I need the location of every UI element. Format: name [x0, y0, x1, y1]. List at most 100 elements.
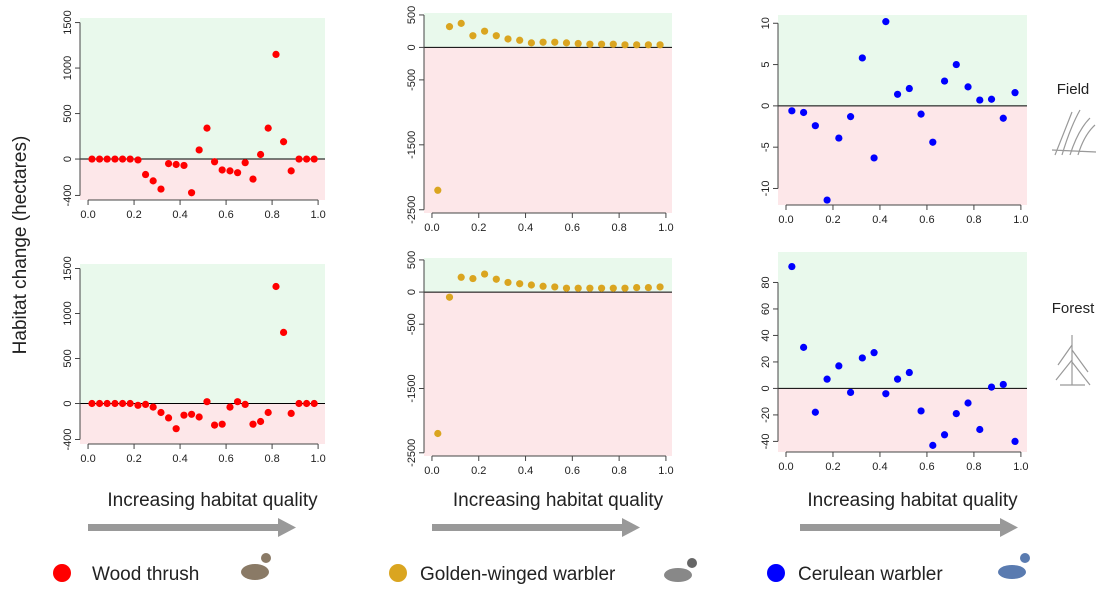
data-point: [835, 134, 842, 141]
data-point: [823, 196, 830, 203]
data-point: [142, 401, 149, 408]
y-tick-label: -2500: [406, 196, 418, 224]
y-tick-label: 500: [406, 6, 418, 24]
data-point: [211, 422, 218, 429]
x-tick-label: 0.6: [919, 461, 934, 473]
data-point: [272, 51, 279, 58]
data-point: [539, 39, 546, 46]
data-point: [157, 185, 164, 192]
x-axis-label: Increasing habitat quality: [107, 490, 318, 511]
x-tick-label: 0.8: [264, 209, 279, 221]
data-point: [835, 362, 842, 369]
data-point: [575, 40, 582, 47]
y-tick-label: -40: [760, 433, 772, 449]
negative-zone: [80, 404, 325, 445]
x-tick-label: 0.2: [825, 214, 840, 226]
data-point: [104, 400, 111, 407]
data-point: [104, 155, 111, 162]
x-tick-label: 0.8: [966, 214, 981, 226]
data-point: [917, 111, 924, 118]
data-point: [882, 390, 889, 397]
data-point: [859, 354, 866, 361]
y-tick-label: -2500: [406, 439, 418, 467]
data-point: [800, 109, 807, 116]
y-tick-label: 0: [62, 156, 74, 162]
data-point: [528, 39, 535, 46]
data-point: [575, 285, 582, 292]
y-tick-label: 0: [760, 103, 772, 109]
data-point: [165, 414, 172, 421]
x-tick-label: 0.4: [872, 214, 887, 226]
data-point: [88, 400, 95, 407]
data-point: [173, 161, 180, 168]
y-tick-label: 1000: [62, 301, 74, 325]
data-point: [621, 41, 628, 48]
data-point: [988, 383, 995, 390]
data-point: [458, 20, 465, 27]
y-tick-label: 5: [760, 62, 772, 68]
y-tick-label: 1000: [62, 56, 74, 80]
data-point: [481, 270, 488, 277]
data-point: [823, 376, 830, 383]
x-tick-label: 0.0: [80, 453, 95, 465]
y-tick-label: -1500: [406, 374, 418, 402]
data-point: [656, 41, 663, 48]
data-point: [219, 421, 226, 428]
x-tick-label: 0.8: [966, 461, 981, 473]
data-point: [551, 283, 558, 290]
data-point: [249, 175, 256, 182]
x-tick-label: 0.4: [172, 209, 187, 221]
y-tick-label: 500: [62, 349, 74, 367]
y-tick-label: -20: [760, 407, 772, 423]
data-point: [894, 376, 901, 383]
x-tick-label: 0.6: [565, 465, 580, 477]
x-tick-label: 1.0: [310, 453, 325, 465]
data-point: [882, 18, 889, 25]
data-point: [621, 285, 628, 292]
data-point: [446, 23, 453, 30]
data-point: [504, 35, 511, 42]
legend-marker: [53, 564, 71, 582]
data-point: [586, 41, 593, 48]
data-point: [847, 113, 854, 120]
y-tick-label: 500: [406, 251, 418, 269]
y-tick-label: -400: [62, 428, 74, 450]
data-point: [111, 400, 118, 407]
data-point: [469, 275, 476, 282]
data-point: [211, 158, 218, 165]
data-point: [1011, 89, 1018, 96]
data-point: [242, 159, 249, 166]
data-point: [165, 160, 172, 167]
data-point: [458, 274, 465, 281]
data-point: [311, 400, 318, 407]
negative-zone: [778, 388, 1027, 452]
data-point: [196, 146, 203, 153]
data-point: [134, 156, 141, 163]
x-tick-label: 0.0: [778, 461, 793, 473]
x-tick-label: 1.0: [1013, 214, 1028, 226]
data-point: [870, 349, 877, 356]
data-point: [800, 344, 807, 351]
data-point: [1000, 381, 1007, 388]
data-point: [234, 398, 241, 405]
data-point: [434, 430, 441, 437]
data-point: [539, 283, 546, 290]
data-point: [180, 412, 187, 419]
x-tick-label: 0.0: [424, 222, 439, 234]
x-tick-label: 0.6: [218, 209, 233, 221]
row-label: Field: [1057, 81, 1090, 98]
data-point: [788, 263, 795, 270]
x-tick-label: 0.6: [919, 214, 934, 226]
x-tick-label: 0.0: [778, 214, 793, 226]
data-point: [847, 389, 854, 396]
y-tick-label: 0: [760, 385, 772, 391]
data-point: [257, 418, 264, 425]
data-point: [88, 155, 95, 162]
data-point: [953, 410, 960, 417]
data-point: [812, 122, 819, 129]
data-point: [504, 279, 511, 286]
data-point: [434, 187, 441, 194]
negative-zone: [424, 292, 672, 456]
field-icon: [1052, 110, 1096, 155]
x-tick-label: 0.6: [218, 453, 233, 465]
